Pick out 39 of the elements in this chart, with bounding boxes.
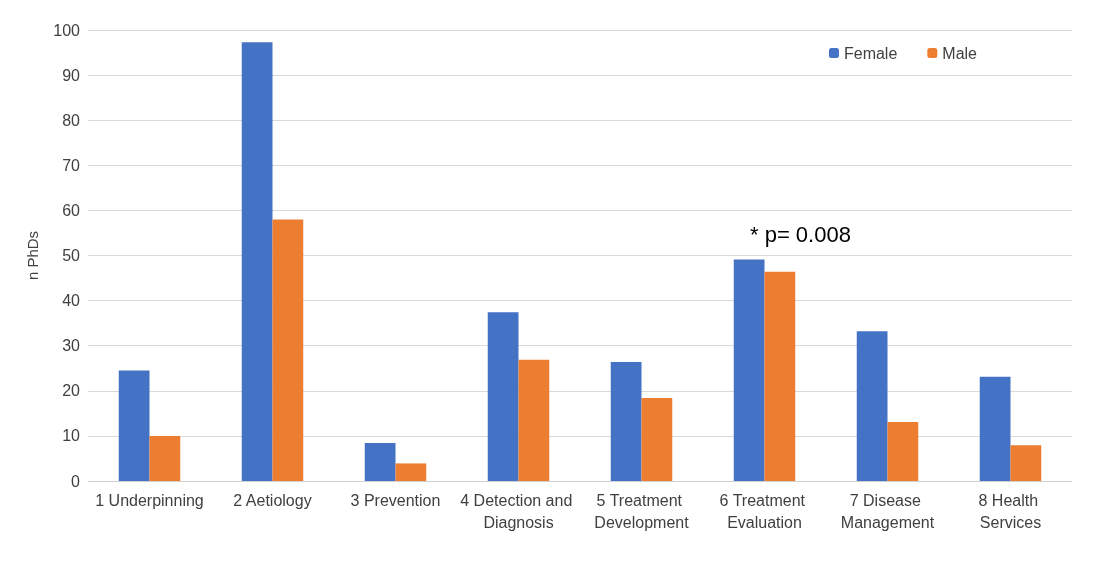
y-tick-label: 60	[62, 201, 81, 219]
bar	[395, 463, 427, 481]
bar	[979, 376, 1011, 481]
legend-label: Female	[843, 44, 898, 62]
bar	[518, 359, 550, 481]
x-tick-label: 2 Aetiology	[233, 491, 312, 509]
bar	[856, 331, 888, 481]
bar	[118, 370, 150, 481]
x-tick-label: 1 Underpinning	[95, 491, 204, 509]
y-tick-label: 20	[62, 382, 81, 400]
x-tick-label: 7 Disease Management	[840, 491, 935, 531]
y-tick-label: 10	[62, 427, 81, 445]
y-axis-title: n PhDs	[24, 230, 41, 281]
y-tick-label: 40	[62, 292, 81, 310]
x-tick-label: 6 Treatment Evaluation	[719, 491, 810, 531]
y-tick-label: 30	[62, 337, 81, 355]
y-tick-label: 50	[62, 247, 81, 264]
x-tick-label: 4 Detection and Diagnosis	[460, 491, 577, 531]
bar	[733, 259, 765, 481]
y-tick-label: 70	[62, 156, 81, 174]
bar	[149, 435, 181, 481]
bar	[1010, 445, 1042, 481]
bar	[241, 42, 273, 481]
bar	[764, 271, 796, 481]
bar	[610, 361, 642, 481]
y-tick-label: 100	[53, 21, 81, 39]
legend-label: Male	[942, 44, 978, 62]
bar	[487, 312, 519, 481]
bar	[887, 421, 919, 481]
y-tick-label: 90	[62, 66, 81, 84]
x-tick-label: 5 Treatment Development	[594, 491, 690, 531]
x-tick-label: 3 Prevention	[350, 491, 441, 509]
y-tick-label: 0	[71, 472, 81, 490]
annotation: * p= 0.008	[750, 221, 851, 247]
bar	[641, 398, 673, 481]
bar	[272, 219, 304, 481]
bar	[364, 443, 396, 481]
x-tick-label: 8 Health Services	[978, 491, 1043, 531]
y-tick-label: 80	[62, 111, 81, 129]
